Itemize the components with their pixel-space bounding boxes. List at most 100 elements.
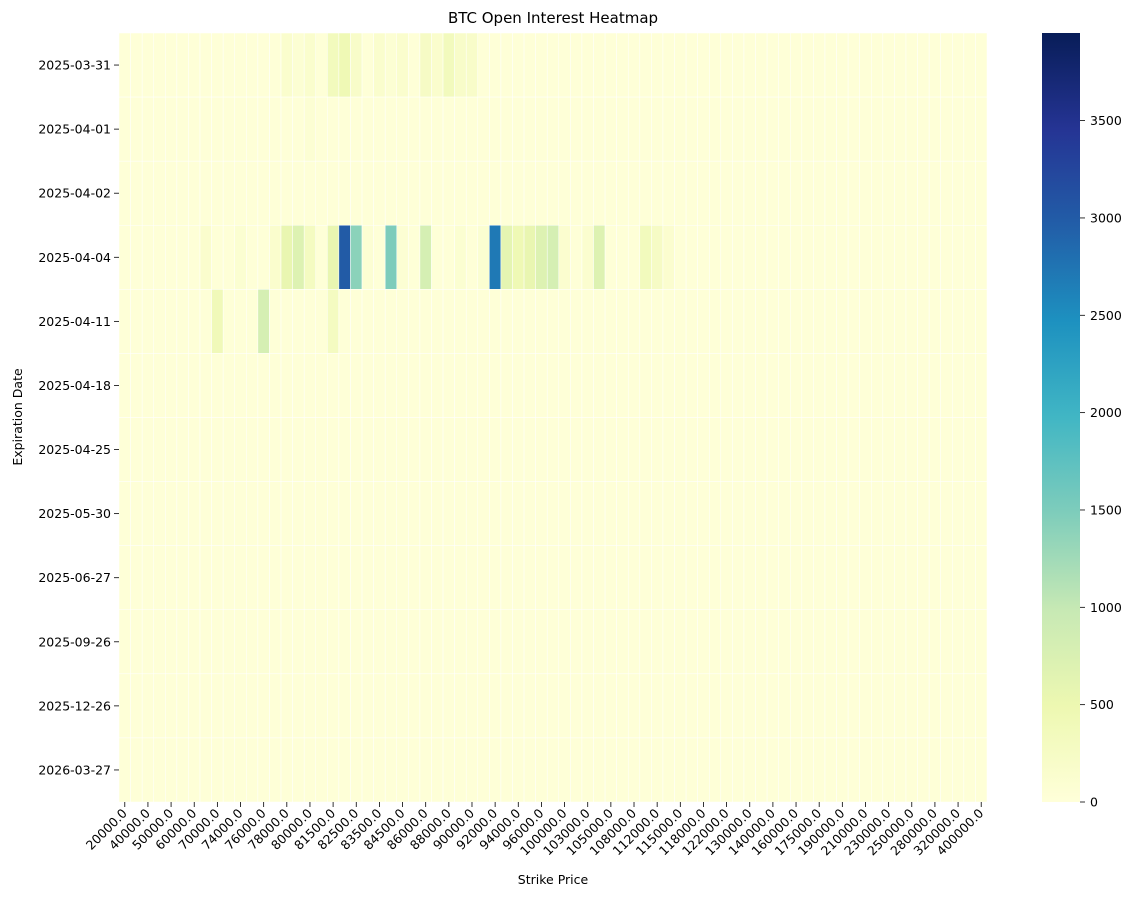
heatmap-cell <box>627 353 641 418</box>
heatmap-cell <box>905 737 918 803</box>
heatmap-cell <box>246 417 259 482</box>
heatmap-cell <box>315 289 328 354</box>
heatmap-cell <box>790 160 803 226</box>
heatmap-cell <box>222 225 235 290</box>
heatmap-cell <box>465 32 479 98</box>
heatmap-cell <box>489 673 502 739</box>
heatmap-cell <box>593 417 606 482</box>
heatmap-cell <box>199 417 212 482</box>
heatmap-cell <box>222 609 235 675</box>
heatmap-cell <box>546 481 560 546</box>
heatmap-cell <box>269 737 282 803</box>
heatmap-cell <box>211 160 224 226</box>
heatmap-cell <box>338 545 351 610</box>
heatmap-cell <box>303 481 316 546</box>
y-tick-label: 2025-04-02 <box>38 186 111 201</box>
heatmap-cell <box>627 481 641 546</box>
heatmap-cell <box>639 225 652 290</box>
heatmap-cell <box>211 225 224 290</box>
heatmap-cell <box>188 225 201 290</box>
heatmap-cell <box>327 673 340 739</box>
heatmap-cell <box>118 32 131 98</box>
heatmap-cell <box>350 737 363 803</box>
heatmap-cell <box>639 609 652 675</box>
heatmap-cell <box>350 225 363 290</box>
heatmap-cell <box>211 96 224 162</box>
heatmap-cell <box>292 417 305 482</box>
heatmap-cell <box>558 417 571 482</box>
heatmap-cell <box>303 225 316 290</box>
heatmap-cell <box>211 545 224 610</box>
heatmap-cell <box>824 673 837 739</box>
heatmap-cell <box>685 96 698 162</box>
heatmap-cell <box>836 737 849 803</box>
heatmap-cell <box>928 96 941 162</box>
heatmap-cell <box>766 225 779 290</box>
heatmap-cell <box>257 289 270 354</box>
heatmap-cell <box>361 673 374 739</box>
heatmap-cell <box>280 737 293 803</box>
heatmap-cell <box>790 417 803 482</box>
heatmap-cell <box>222 481 235 546</box>
heatmap-cell <box>419 481 432 546</box>
heatmap-cell <box>824 417 837 482</box>
heatmap-cell <box>477 673 490 739</box>
heatmap-cell <box>928 289 941 354</box>
heatmap-cell <box>975 545 988 610</box>
heatmap-cell <box>546 673 560 739</box>
heatmap-cell <box>292 225 305 290</box>
heatmap-cell <box>373 96 386 162</box>
heatmap-cell <box>801 417 814 482</box>
heatmap-cell <box>732 96 745 162</box>
heatmap-cell <box>882 225 895 290</box>
heatmap-cell <box>222 160 235 226</box>
heatmap-cell <box>813 673 826 739</box>
heatmap-cell <box>327 32 340 98</box>
heatmap-cell <box>280 417 293 482</box>
heatmap-cell <box>361 481 374 546</box>
heatmap-cell <box>778 545 791 610</box>
heatmap-cell <box>662 160 675 226</box>
heatmap-cell <box>419 353 432 418</box>
heatmap-cell <box>940 225 953 290</box>
heatmap-cell <box>222 737 235 803</box>
heatmap-cell <box>234 737 247 803</box>
heatmap-cell <box>581 609 594 675</box>
heatmap-cell <box>871 289 884 354</box>
heatmap-cell <box>917 96 930 162</box>
heatmap-cell <box>882 545 895 610</box>
heatmap-cell <box>396 609 409 675</box>
heatmap-cell <box>373 417 386 482</box>
heatmap-cell <box>894 737 907 803</box>
heatmap-cell <box>859 225 872 290</box>
heatmap-cell <box>708 225 722 290</box>
heatmap-cell <box>755 353 768 418</box>
heatmap-cell <box>442 32 455 98</box>
heatmap-cell <box>408 225 421 290</box>
heatmap-cell <box>523 737 536 803</box>
heatmap-cell <box>118 481 131 546</box>
heatmap-cell <box>732 481 745 546</box>
heatmap-cell <box>211 353 224 418</box>
heatmap-cell <box>512 289 525 354</box>
heatmap-cell <box>141 289 154 354</box>
heatmap-cell <box>350 545 363 610</box>
heatmap-cell <box>570 545 583 610</box>
heatmap-cell <box>141 96 154 162</box>
heatmap-cell <box>847 673 860 739</box>
heatmap-cell <box>431 160 444 226</box>
heatmap-cell <box>940 417 953 482</box>
heatmap-cell <box>743 96 756 162</box>
heatmap-cell <box>211 673 224 739</box>
heatmap-cell <box>604 673 617 739</box>
heatmap-cell <box>512 32 525 98</box>
heatmap-cell <box>512 545 525 610</box>
heatmap-cell <box>130 545 143 610</box>
heatmap-cell <box>824 289 837 354</box>
heatmap-cell <box>755 160 768 226</box>
heatmap-cell <box>790 609 803 675</box>
heatmap-cell <box>292 737 305 803</box>
heatmap-cell <box>662 225 675 290</box>
heatmap-cell <box>766 481 779 546</box>
heatmap-cell <box>940 481 953 546</box>
